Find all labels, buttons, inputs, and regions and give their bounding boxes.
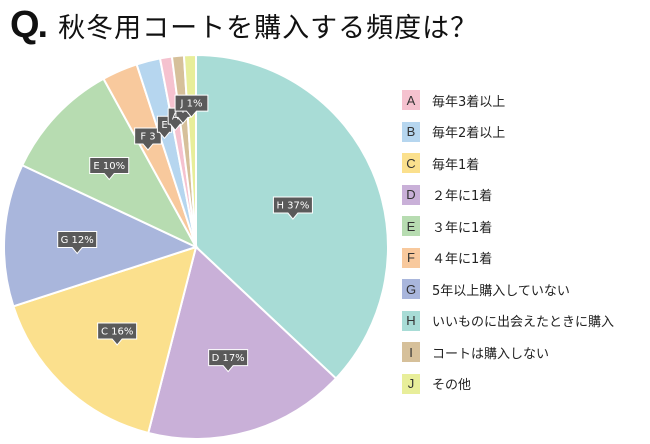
legend-label: いいものに出会えたときに購入 <box>432 315 615 330</box>
legend-swatch: D <box>402 184 420 205</box>
legend-label: 毎年2着以上 <box>432 126 506 141</box>
legend-swatch: G <box>402 279 420 299</box>
question-mark-label: Q. <box>10 3 48 46</box>
data-label-text: E 10% <box>93 161 125 172</box>
legend-label: コートは購入しない <box>432 346 550 362</box>
legend-swatch: B <box>402 121 420 142</box>
legend-item-i: I コートは購入しない <box>402 340 549 364</box>
data-label-text: F 3 <box>140 131 155 142</box>
data-label-text: H 37% <box>276 201 309 212</box>
legend-item-g: G 5年以上購入していない <box>402 277 570 301</box>
legend-label: 5年以上購入していない <box>432 283 570 299</box>
data-label-text: J 1% <box>179 99 202 110</box>
data-label-text: E <box>161 120 167 131</box>
legend-swatch: F <box>402 247 420 268</box>
legend-item-e: E ３年に1着 <box>402 214 492 238</box>
legend-item-b: B 毎年2着以上 <box>402 120 505 144</box>
data-label-text: C 16% <box>101 326 133 337</box>
data-label-text: G 12% <box>61 235 94 246</box>
legend-swatch: I <box>402 342 420 362</box>
title-text: 秋冬用コートを購入する頻度は？ <box>58 12 479 44</box>
chart-title: Q. 秋冬用コートを購入する頻度は？ <box>10 4 478 46</box>
data-label-text: A <box>172 112 179 123</box>
data-label-h: H 37% <box>272 196 313 220</box>
data-label-d: D 17% <box>208 349 249 373</box>
data-label-c: C 16% <box>97 322 138 346</box>
pie-slice-c <box>12 245 198 435</box>
legend-label: ４年に1着 <box>432 252 493 267</box>
legend-swatch: C <box>402 153 420 173</box>
legend-item-c: C 毎年1着 <box>402 151 479 175</box>
data-label-text: D 17% <box>212 353 245 364</box>
legend-swatch: H <box>402 310 420 331</box>
legend-swatch: E <box>402 216 420 236</box>
legend-label: ３年に1着 <box>432 220 493 236</box>
legend-item-f: F ４年に1着 <box>402 246 492 270</box>
data-label-e: E 10% <box>89 157 130 181</box>
pie-slice-d <box>147 245 338 440</box>
legend-label: その他 <box>432 378 472 393</box>
pie-slice-g <box>3 163 199 308</box>
legend-label: ２年に1着 <box>432 189 493 204</box>
legend-item-h: H いいものに出会えたときに購入 <box>402 309 614 333</box>
data-label-j: J 1% <box>174 94 209 118</box>
legend-item-j: J その他 <box>402 372 471 396</box>
legend-swatch: A <box>402 90 420 110</box>
legend-item-a: A 毎年3着以上 <box>402 88 505 112</box>
data-label-g: G 12% <box>57 231 98 255</box>
legend-label: 毎年1着 <box>432 157 480 173</box>
legend-item-d: D ２年に1着 <box>402 183 492 207</box>
legend-label: 毎年3着以上 <box>432 94 506 110</box>
legend-swatch: J <box>402 373 420 394</box>
